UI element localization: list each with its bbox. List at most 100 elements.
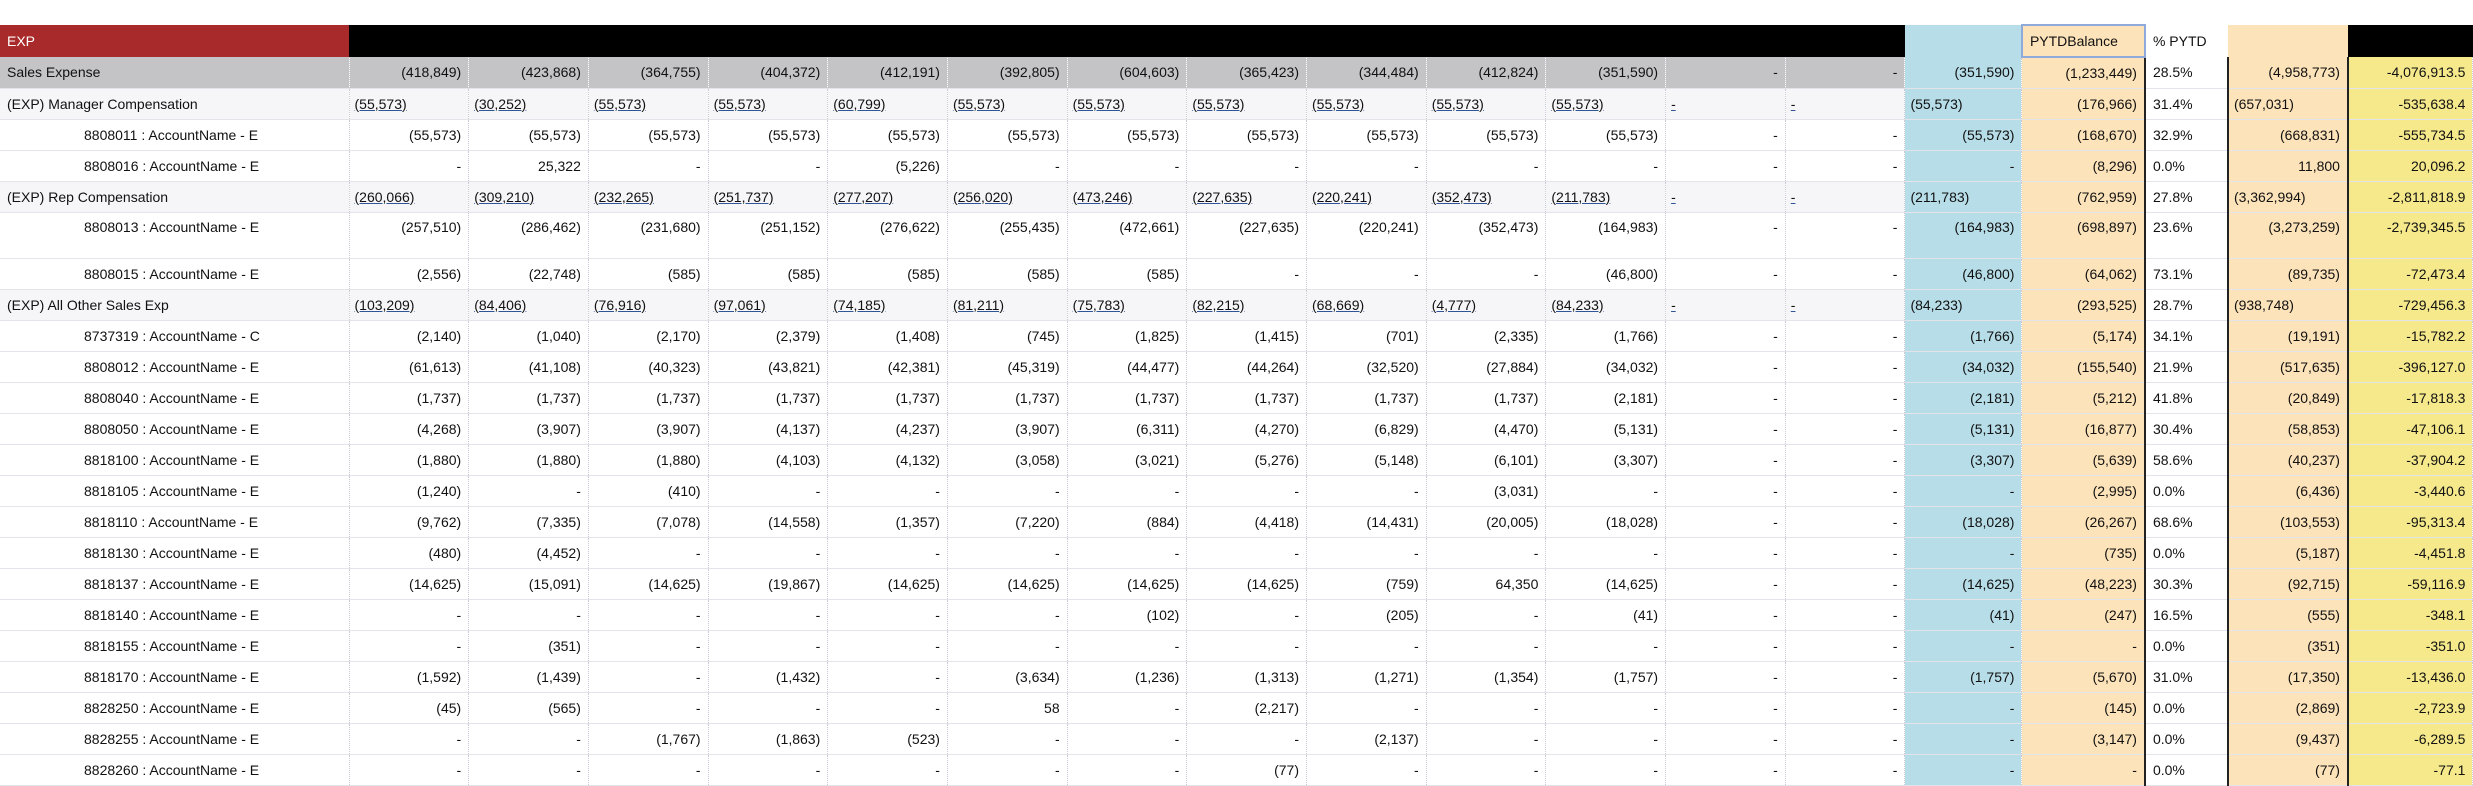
group-row: (EXP) Rep Compensation (260,066) (309,210)…	[0, 181, 2473, 213]
pct-cell: 0.0%	[2143, 630, 2229, 662]
month-cell: (18,028)	[1545, 506, 1667, 538]
pct-cell: 28.7%	[2143, 289, 2229, 321]
acct-row: 8818110 : AccountName - E (9,762) (7,335)(…	[0, 506, 2473, 538]
month-cell: -	[588, 661, 709, 693]
group-row: (EXP) All Other Sales Exp (103,209) (84,40…	[0, 289, 2473, 321]
month-cell: -	[1665, 57, 1786, 89]
month-cell: -	[1665, 537, 1786, 569]
month-cell: (14,625)	[947, 568, 1068, 600]
month-cell: (68,669)	[1306, 289, 1427, 321]
row-label: (EXP) All Other Sales Exp	[0, 289, 350, 321]
month-cell: -	[1665, 692, 1786, 724]
row-label: 8818100 : AccountName - E	[0, 444, 350, 476]
month-cell: (1,766)	[1545, 320, 1667, 352]
month-cell: (585)	[708, 258, 829, 290]
month-cell: (55,573)	[1426, 88, 1547, 120]
cur-cell: -	[1904, 692, 2023, 724]
acct-row: 8808050 : AccountName - E (4,268) (3,907)(…	[0, 413, 2473, 445]
month-cell: -	[1785, 351, 1906, 383]
prev-cell: (103,553)	[2226, 506, 2349, 538]
month-cell: (277,207)	[827, 181, 948, 213]
month-cell: (364,755)	[588, 57, 709, 89]
month-cell: -	[1665, 212, 1786, 259]
month-cell: (759)	[1306, 568, 1427, 600]
month-cell: -	[708, 599, 829, 631]
month-cell: -	[1665, 320, 1786, 352]
month-cell: (1,432)	[708, 661, 829, 693]
month-cell: -	[827, 661, 948, 693]
prev-cell: (3,362,994)	[2226, 181, 2349, 213]
month-cell: -	[1306, 537, 1427, 569]
month-cell: (565)	[468, 692, 589, 724]
month-cell: (5,276)	[1186, 444, 1307, 476]
pytd-cell: (16,877)	[2021, 413, 2146, 445]
acct-row: 8808012 : AccountName - E (61,613) (41,108…	[0, 351, 2473, 383]
header-row: EXP PYTDBalance % PYTD	[0, 24, 2473, 58]
month-cell: (4,137)	[708, 413, 829, 445]
month-cell: -	[1426, 258, 1547, 290]
month-cell: (1,880)	[588, 444, 709, 476]
month-cell: (14,625)	[1067, 568, 1188, 600]
month-cell: (19,867)	[708, 568, 829, 600]
month-cell: (74,185)	[827, 289, 948, 321]
pytd-cell: (698,897)	[2021, 212, 2146, 259]
row-label: 8737319 : AccountName - C	[0, 320, 350, 352]
pct-cell: 0.0%	[2143, 754, 2229, 786]
month-cell: (585)	[947, 258, 1068, 290]
month-cell: -	[1426, 630, 1547, 662]
row-label: 8818140 : AccountName - E	[0, 599, 350, 631]
prev-cell: 11,800	[2226, 150, 2349, 182]
month-cell: -	[1426, 723, 1547, 755]
cur-cell: -	[1904, 150, 2023, 182]
month-cell: -	[1665, 599, 1786, 631]
row-label: 8818110 : AccountName - E	[0, 506, 350, 538]
pytd-cell: (26,267)	[2021, 506, 2146, 538]
group-row: (EXP) Manager Compensation (55,573) (30,25…	[0, 88, 2473, 120]
prev-cell: (2,869)	[2226, 692, 2349, 724]
header-cell	[827, 25, 948, 57]
month-cell: (1,825)	[1067, 320, 1188, 352]
month-cell: (423,868)	[468, 57, 589, 89]
row-label: 8808015 : AccountName - E	[0, 258, 350, 290]
month-cell: (1,737)	[349, 382, 470, 414]
diff-cell: -95,313.4	[2346, 506, 2473, 538]
month-cell: -	[1785, 181, 1906, 213]
month-cell: (1,737)	[1426, 382, 1547, 414]
month-cell: -	[1665, 723, 1786, 755]
month-cell: -	[1785, 568, 1906, 600]
month-cell: (55,573)	[947, 119, 1068, 151]
month-cell: (55,573)	[827, 119, 948, 151]
month-cell: -	[1785, 150, 1906, 182]
month-cell: (55,573)	[1067, 88, 1188, 120]
pytd-cell: (168,670)	[2021, 119, 2146, 151]
row-label: 8818137 : AccountName - E	[0, 568, 350, 600]
month-cell: (231,680)	[588, 212, 709, 259]
month-cell: -	[1785, 320, 1906, 352]
month-cell: -	[827, 692, 948, 724]
month-cell: (1,737)	[947, 382, 1068, 414]
month-cell: -	[708, 150, 829, 182]
month-cell: (75,783)	[1067, 289, 1188, 321]
month-cell: (604,603)	[1067, 57, 1188, 89]
month-cell: -	[1785, 444, 1906, 476]
month-cell: (1,439)	[468, 661, 589, 693]
prev-cell: (5,187)	[2226, 537, 2349, 569]
month-cell: -	[1545, 754, 1667, 786]
diff-cell: -17,818.3	[2346, 382, 2473, 414]
pct-cell: 0.0%	[2143, 723, 2229, 755]
month-cell: -	[1186, 537, 1307, 569]
month-cell: (55,573)	[468, 119, 589, 151]
month-cell: 64,350	[1426, 568, 1547, 600]
row-label: 8808012 : AccountName - E	[0, 351, 350, 383]
month-cell: (7,335)	[468, 506, 589, 538]
month-cell: -	[947, 475, 1068, 507]
prev-cell: (9,437)	[2226, 723, 2349, 755]
month-cell: -	[947, 150, 1068, 182]
pytd-cell: (5,174)	[2021, 320, 2146, 352]
cur-cell: (351,590)	[1904, 57, 2023, 89]
month-cell: -	[1665, 289, 1786, 321]
month-cell: (365,423)	[1186, 57, 1307, 89]
month-cell: -	[1785, 88, 1906, 120]
month-cell: (227,635)	[1186, 212, 1307, 259]
month-cell: -	[468, 723, 589, 755]
